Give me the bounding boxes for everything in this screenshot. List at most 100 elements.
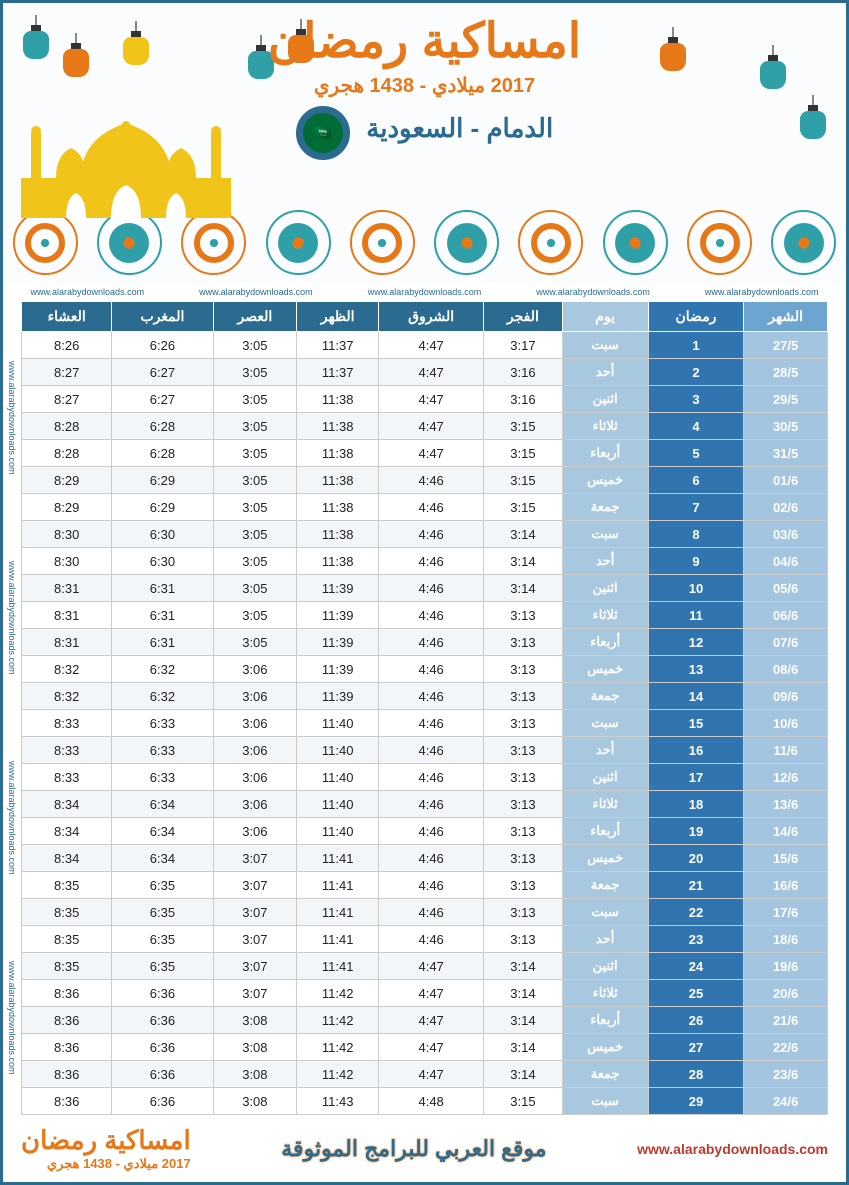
cell-dhuhr: 11:40 <box>297 791 379 818</box>
cell-fajr: 3:13 <box>484 845 562 872</box>
cell-dhuhr: 11:38 <box>297 386 379 413</box>
cell-dhuhr: 11:39 <box>297 602 379 629</box>
cell-asr: 3:08 <box>213 1088 297 1115</box>
cell-ramadan: 1 <box>648 332 743 359</box>
cell-fajr: 3:14 <box>484 953 562 980</box>
footer-title: امساكية رمضان <box>21 1125 191 1156</box>
cell-isha: 8:29 <box>22 467 112 494</box>
table-row: 18/623أحد3:134:4611:413:076:358:35 <box>22 926 828 953</box>
table-row: 10/615سبت3:134:4611:403:066:338:33 <box>22 710 828 737</box>
cell-isha: 8:35 <box>22 926 112 953</box>
header-section: امساكية رمضان 2017 ميلادي - 1438 هجري ال… <box>3 3 846 283</box>
th-asr: العصر <box>213 302 297 332</box>
cell-ramadan: 28 <box>648 1061 743 1088</box>
cell-ramadan: 17 <box>648 764 743 791</box>
cell-fajr: 3:14 <box>484 1007 562 1034</box>
medallion-icon <box>518 210 583 275</box>
cell-date: 22/6 <box>744 1034 828 1061</box>
cell-maghrib: 6:33 <box>112 764 213 791</box>
cell-isha: 8:30 <box>22 521 112 548</box>
footer-subtitle: 2017 ميلادي - 1438 هجري <box>21 1156 191 1172</box>
cell-fajr: 3:14 <box>484 548 562 575</box>
header-titles: امساكية رمضان 2017 ميلادي - 1438 هجري ال… <box>3 3 846 170</box>
cell-shorouq: 4:46 <box>379 548 484 575</box>
table-row: 20/625ثلاثاء3:144:4711:423:076:368:36 <box>22 980 828 1007</box>
cell-maghrib: 6:32 <box>112 683 213 710</box>
cell-shorouq: 4:47 <box>379 332 484 359</box>
cell-shorouq: 4:46 <box>379 764 484 791</box>
cell-date: 20/6 <box>744 980 828 1007</box>
table-row: 16/621جمعة3:134:4611:413:076:358:35 <box>22 872 828 899</box>
cell-maghrib: 6:31 <box>112 629 213 656</box>
cell-isha: 8:33 <box>22 737 112 764</box>
table-row: 08/613خميس3:134:4611:393:066:328:32 <box>22 656 828 683</box>
cell-date: 01/6 <box>744 467 828 494</box>
cell-ramadan: 12 <box>648 629 743 656</box>
footer: امساكية رمضان 2017 ميلادي - 1438 هجري مو… <box>3 1115 846 1182</box>
cell-shorouq: 4:46 <box>379 683 484 710</box>
cell-isha: 8:36 <box>22 980 112 1007</box>
cell-shorouq: 4:47 <box>379 359 484 386</box>
cell-date: 17/6 <box>744 899 828 926</box>
subtitle-sep: - <box>414 75 432 97</box>
medallion-icon <box>266 210 331 275</box>
cell-shorouq: 4:46 <box>379 602 484 629</box>
cell-dhuhr: 11:41 <box>297 899 379 926</box>
th-isha: العشاء <box>22 302 112 332</box>
cell-day: اثنين <box>562 764 648 791</box>
cell-asr: 3:05 <box>213 413 297 440</box>
watermark-item: www.alarabydownloads.com <box>705 287 819 297</box>
cell-asr: 3:06 <box>213 710 297 737</box>
cell-date: 30/5 <box>744 413 828 440</box>
cell-ramadan: 29 <box>648 1088 743 1115</box>
cell-maghrib: 6:34 <box>112 845 213 872</box>
cell-isha: 8:34 <box>22 818 112 845</box>
cell-date: 02/6 <box>744 494 828 521</box>
cell-shorouq: 4:46 <box>379 737 484 764</box>
cell-ramadan: 18 <box>648 791 743 818</box>
cell-day: خميس <box>562 467 648 494</box>
cell-asr: 3:06 <box>213 737 297 764</box>
cell-day: أحد <box>562 926 648 953</box>
cell-isha: 8:26 <box>22 332 112 359</box>
th-dhuhr: الظهر <box>297 302 379 332</box>
cell-ramadan: 24 <box>648 953 743 980</box>
cell-shorouq: 4:47 <box>379 386 484 413</box>
watermark-item: www.alarabydownloads.com <box>536 287 650 297</box>
subtitle-hijri: 1438 هجري <box>314 75 414 97</box>
cell-date: 10/6 <box>744 710 828 737</box>
cell-shorouq: 4:47 <box>379 1007 484 1034</box>
cell-shorouq: 4:48 <box>379 1088 484 1115</box>
th-maghrib: المغرب <box>112 302 213 332</box>
cell-day: سبت <box>562 710 648 737</box>
cell-day: أربعاء <box>562 818 648 845</box>
cell-isha: 8:28 <box>22 440 112 467</box>
cell-dhuhr: 11:38 <box>297 494 379 521</box>
cell-shorouq: 4:46 <box>379 926 484 953</box>
cell-dhuhr: 11:43 <box>297 1088 379 1115</box>
cell-asr: 3:06 <box>213 683 297 710</box>
cell-shorouq: 4:47 <box>379 413 484 440</box>
cell-day: ثلاثاء <box>562 602 648 629</box>
cell-asr: 3:07 <box>213 899 297 926</box>
cell-fajr: 3:13 <box>484 791 562 818</box>
cell-dhuhr: 11:42 <box>297 1061 379 1088</box>
table-row: 07/612أربعاء3:134:4611:393:056:318:31 <box>22 629 828 656</box>
table-row: 12/617اثنين3:134:4611:403:066:338:33 <box>22 764 828 791</box>
th-day: يوم <box>562 302 648 332</box>
cell-day: سبت <box>562 521 648 548</box>
cell-shorouq: 4:46 <box>379 521 484 548</box>
cell-fajr: 3:15 <box>484 413 562 440</box>
cell-isha: 8:31 <box>22 629 112 656</box>
cell-fajr: 3:13 <box>484 818 562 845</box>
side-watermark-l3: www.alarabydownloads.com <box>7 761 17 875</box>
cell-ramadan: 2 <box>648 359 743 386</box>
cell-dhuhr: 11:38 <box>297 521 379 548</box>
cell-isha: 8:32 <box>22 656 112 683</box>
cell-ramadan: 19 <box>648 818 743 845</box>
cell-dhuhr: 11:41 <box>297 953 379 980</box>
cell-date: 08/6 <box>744 656 828 683</box>
cell-day: جمعة <box>562 494 648 521</box>
cell-maghrib: 6:35 <box>112 926 213 953</box>
cell-isha: 8:32 <box>22 683 112 710</box>
